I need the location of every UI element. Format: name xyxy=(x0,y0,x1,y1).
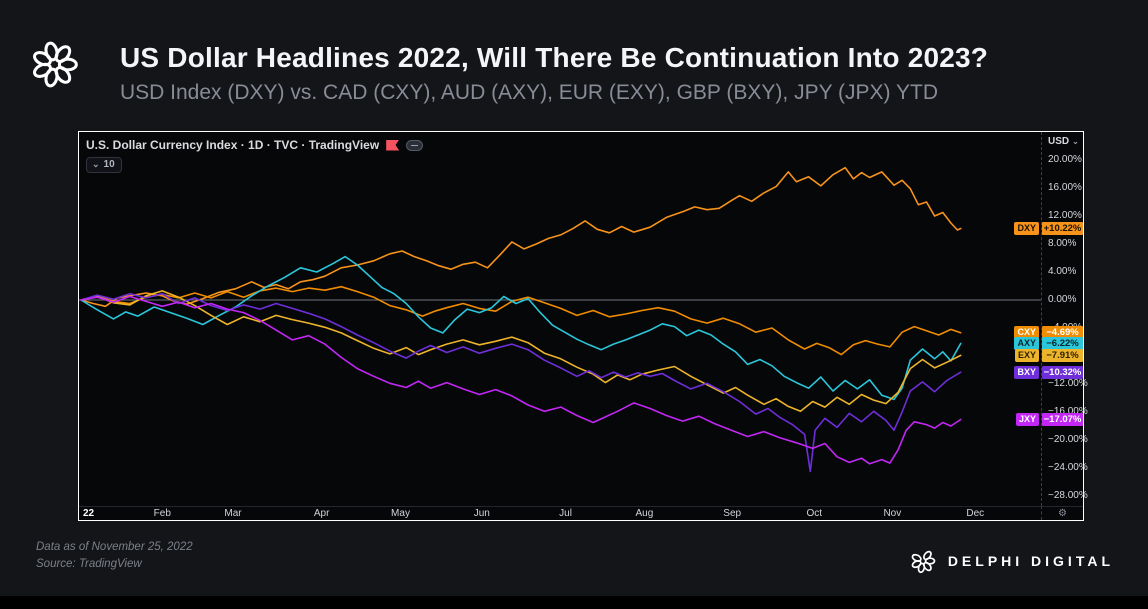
x-axis-tick: Mar xyxy=(224,508,242,519)
page-subtitle: USD Index (DXY) vs. CAD (CXY), AUD (AXY)… xyxy=(120,81,938,104)
scale-settings-corner[interactable]: ⚙ xyxy=(1041,506,1083,520)
y-axis-tick: −16.00% xyxy=(1048,406,1088,417)
y-axis-tick: 8.00% xyxy=(1048,238,1077,249)
price-label-DXY: +10.22% xyxy=(1042,221,1083,235)
delphi-logo-icon xyxy=(26,36,83,93)
x-axis-tick: Jul xyxy=(559,508,572,519)
ticker-tag-DXY: DXY xyxy=(1014,221,1039,235)
x-axis-tick: Dec xyxy=(966,508,985,519)
ticker-tag-CXY: CXY xyxy=(1014,326,1039,340)
indicators-collapse-button[interactable]: ⌄ 10 xyxy=(86,157,122,173)
delphi-logo-icon xyxy=(908,546,938,576)
series-line-AXY[interactable] xyxy=(80,255,962,401)
ticker-tag-EXY: EXY xyxy=(1014,348,1039,362)
y-axis-tick: 20.00% xyxy=(1048,154,1082,165)
y-axis-tick: −24.00% xyxy=(1048,462,1088,473)
x-axis-tick: 22 xyxy=(83,508,95,519)
series-line-CXY[interactable] xyxy=(80,285,962,356)
brand-footer: DELPHI DIGITAL xyxy=(908,546,1114,576)
y-axis-tick: 0.00% xyxy=(1048,294,1077,305)
price-label-BXY: −10.32% xyxy=(1042,365,1083,379)
brand-name: DELPHI DIGITAL xyxy=(947,553,1114,569)
price-label-CXY: −4.69% xyxy=(1042,326,1083,340)
x-axis-tick: Apr xyxy=(313,508,330,519)
source-note: Source: TradingView xyxy=(36,558,142,570)
x-axis-tick: Sep xyxy=(723,508,742,519)
flag-icon[interactable] xyxy=(386,139,400,151)
series-line-DXY[interactable] xyxy=(80,166,962,308)
x-axis-tick: May xyxy=(391,508,410,519)
plot-area[interactable] xyxy=(79,132,1041,506)
price-label-JXY: −17.07% xyxy=(1042,412,1083,426)
ticker-tag-AXY: AXY xyxy=(1014,337,1039,351)
bottom-bar xyxy=(0,596,1148,609)
y-axis-tick: 12.00% xyxy=(1048,210,1082,221)
y-axis-tick: −20.00% xyxy=(1048,434,1088,445)
ticker-tag-BXY: BXY xyxy=(1014,365,1039,379)
y-axis-tick: 16.00% xyxy=(1048,182,1082,193)
x-axis-tick: Jun xyxy=(473,508,490,519)
tradingview-chart: U.S. Dollar Currency Index · 1D · TVC · … xyxy=(78,131,1088,521)
series-line-JXY[interactable] xyxy=(80,295,962,465)
price-scale-currency[interactable]: USD ⌄ xyxy=(1048,136,1079,147)
ticker-tag-JXY: JXY xyxy=(1015,412,1039,426)
x-axis-tick: Nov xyxy=(883,508,902,519)
page-title: US Dollar Headlines 2022, Will There Be … xyxy=(120,42,989,73)
currency-label: USD xyxy=(1048,136,1070,147)
y-axis-tick: 4.00% xyxy=(1048,266,1077,277)
x-axis-tick: Feb xyxy=(153,508,171,519)
price-label-EXY: −7.91% xyxy=(1042,348,1083,362)
x-axis-tick: Oct xyxy=(806,508,823,519)
y-axis-tick: −12.00% xyxy=(1048,378,1088,389)
chevron-down-icon: ⌄ xyxy=(1072,137,1079,146)
chevron-down-icon: ⌄ xyxy=(92,159,100,169)
price-label-AXY: −6.22% xyxy=(1042,337,1083,351)
y-axis-tick: −28.00% xyxy=(1048,490,1088,501)
x-axis-tick: Aug xyxy=(635,508,654,519)
indicators-count: 10 xyxy=(103,159,115,170)
time-scale[interactable]: 22 Feb Mar Apr May Jun Jul Aug Sep Oct Nov Dec xyxy=(79,506,1041,520)
chart-legend[interactable]: U.S. Dollar Currency Index · 1D · TVC · … xyxy=(86,138,424,152)
price-scale[interactable]: USD ⌄ 20.00% 16.00% 12.00% 8.00% 4.00% 0.00% −… xyxy=(1041,132,1088,506)
series-line-EXY[interactable] xyxy=(80,290,962,413)
hide-indicator-icon[interactable] xyxy=(406,139,424,151)
chart-legend-title: U.S. Dollar Currency Index · 1D · TVC · … xyxy=(86,138,380,152)
gear-icon[interactable]: ⚙ xyxy=(1058,508,1067,519)
series-line-BXY[interactable] xyxy=(80,292,962,473)
data-as-of-note: Data as of November 25, 2022 xyxy=(36,541,193,553)
